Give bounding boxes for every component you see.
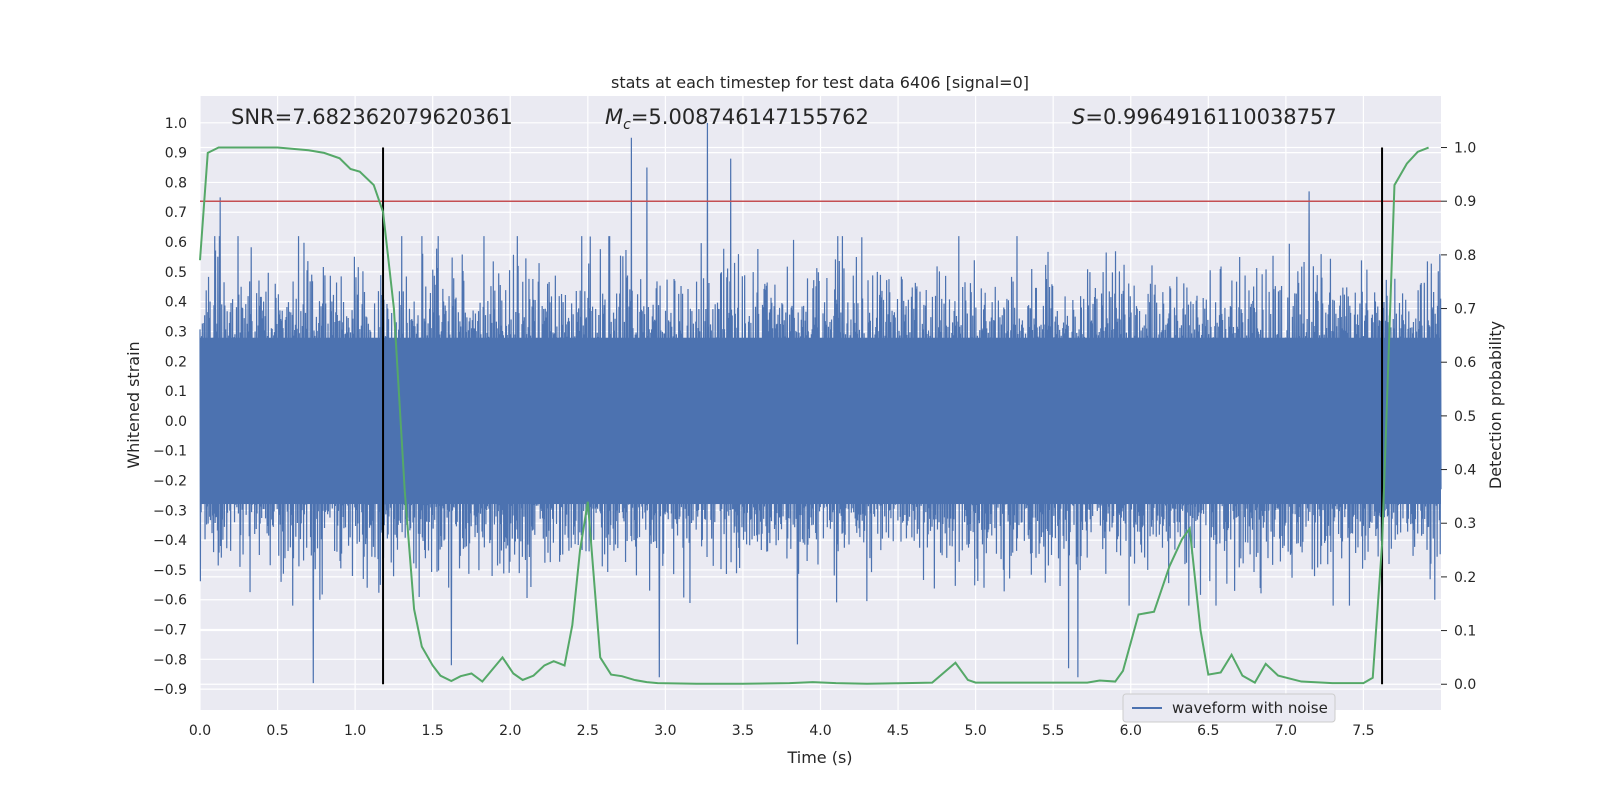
s-annotation: S=0.9964916110038757 <box>1072 105 1337 129</box>
snr-annotation: SNR=7.682362079620361 <box>231 105 513 129</box>
y-right-tick-label: 0.1 <box>1454 624 1476 640</box>
y-left-tick-label: −0.2 <box>153 473 187 489</box>
legend: waveform with noise <box>1122 693 1336 723</box>
y-left-tick-label: 0.5 <box>165 265 187 281</box>
y-left-tick-label: −0.7 <box>153 623 187 639</box>
y-axis-right-label: Detection probability <box>1486 321 1505 489</box>
y-right-tick-label: 0.8 <box>1454 248 1476 264</box>
chirp-mass-annotation: Mc=5.008746147155762 <box>605 105 869 133</box>
y-left-tick-label: −0.8 <box>153 652 187 668</box>
x-tick-label: 0.5 <box>266 723 288 739</box>
x-tick-label: 6.0 <box>1120 723 1142 739</box>
chart-title: stats at each timestep for test data 640… <box>611 73 1029 92</box>
y-left-tick-label: −0.6 <box>153 593 187 609</box>
y-left-tick-label: 0.4 <box>165 295 187 311</box>
x-tick-label: 2.0 <box>499 723 521 739</box>
y-right-tick-label: 0.5 <box>1454 409 1476 425</box>
x-tick-label: 1.5 <box>422 723 444 739</box>
vertical-markers <box>382 147 1384 685</box>
y-left-tick-label: 0.7 <box>165 205 187 221</box>
y-right-tick-label: 0.0 <box>1454 677 1476 693</box>
y-left-tick-label: 0.6 <box>165 235 187 251</box>
y-left-tick-label: 0.1 <box>165 384 187 400</box>
x-tick-label: 7.5 <box>1352 723 1374 739</box>
y-left-tick-label: 0.8 <box>165 175 187 191</box>
y-left-tick-label: 1.0 <box>165 116 187 132</box>
y-left-tick-label: −0.4 <box>153 533 187 549</box>
x-tick-label: 3.0 <box>654 723 676 739</box>
legend-box <box>1122 693 1336 723</box>
x-tick-label: 1.0 <box>344 723 366 739</box>
x-tick-label: 0.0 <box>189 723 211 739</box>
x-tick-label: 2.5 <box>577 723 599 739</box>
x-tick-label: 4.5 <box>887 723 909 739</box>
y-right-tick-label: 0.6 <box>1454 355 1476 371</box>
y-right-tick-label: 0.9 <box>1454 194 1476 210</box>
y-axis-right-ticks: 1.0 0.9 0.8 0.7 0.6 0.5 0.4 0.3 0.2 0.1 0.0 <box>1441 141 1476 693</box>
x-axis-label: Time (s) <box>786 748 852 767</box>
y-left-tick-label: 0.9 <box>165 146 187 162</box>
waveform-series <box>199 122 1442 684</box>
y-axis-left-label: Whitened strain <box>124 341 143 468</box>
x-tick-label: 5.0 <box>964 723 986 739</box>
x-tick-label: 4.0 <box>809 723 831 739</box>
y-right-tick-label: 0.4 <box>1454 463 1476 479</box>
x-tick-label: 5.5 <box>1042 723 1064 739</box>
legend-label: waveform with noise <box>1172 699 1328 717</box>
x-axis-ticks: 0.0 0.5 1.0 1.5 2.0 2.5 3.0 3.5 4.0 4.5 5.0 5.5 6.0 6… <box>189 723 1375 739</box>
y-left-tick-label: −0.3 <box>153 503 187 519</box>
y-right-tick-label: 0.2 <box>1454 570 1476 586</box>
y-left-tick-label: 0.3 <box>165 324 187 340</box>
y-left-tick-label: −0.1 <box>153 444 187 460</box>
y-right-tick-label: 0.3 <box>1454 516 1476 532</box>
y-axis-left-ticks: 1.0 0.9 0.8 0.7 0.6 0.5 0.4 0.3 0.2 0.1 0.0 −0.1 −0.… <box>153 116 187 698</box>
x-tick-label: 6.5 <box>1197 723 1219 739</box>
y-left-tick-label: 0.2 <box>165 354 187 370</box>
y-right-tick-label: 0.7 <box>1454 302 1476 318</box>
x-tick-label: 3.5 <box>732 723 754 739</box>
y-left-tick-label: 0.0 <box>165 414 187 430</box>
y-left-tick-label: −0.9 <box>153 682 187 698</box>
probability-line <box>199 146 1429 685</box>
waveform-core <box>200 337 1441 505</box>
x-tick-label: 7.0 <box>1275 723 1297 739</box>
y-right-tick-label: 1.0 <box>1454 141 1476 157</box>
y-left-tick-label: −0.5 <box>153 563 187 579</box>
